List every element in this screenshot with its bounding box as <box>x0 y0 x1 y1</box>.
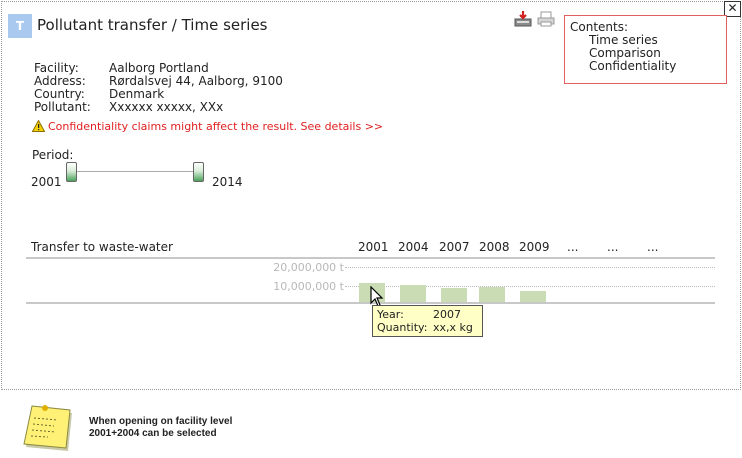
see-details-link[interactable]: Confidentiality claims might affect the … <box>48 120 384 133</box>
period-to-year: 2014 <box>212 175 243 189</box>
close-button[interactable]: ✕ <box>724 1 741 17</box>
print-icon[interactable] <box>537 10 555 28</box>
contents-heading: Contents: <box>570 20 629 34</box>
annotation-line-1: When opening on facility level <box>89 416 233 427</box>
sticky-note-icon <box>23 405 72 451</box>
annotation-note: When opening on facility level 2001+2004… <box>89 416 232 440</box>
download-icon[interactable] <box>514 10 532 28</box>
type-badge: T <box>8 14 32 38</box>
tooltip-quantity-value: xx,x kg <box>433 321 473 334</box>
gridline-20m <box>345 267 715 268</box>
period-start-handle[interactable] <box>66 162 77 182</box>
column-header-more-3: ... <box>647 240 659 254</box>
chart-top-divider <box>26 257 715 259</box>
period-label: Period: <box>32 148 74 162</box>
column-header-2009: 2009 <box>519 240 550 254</box>
facility-info: Facility: Aalborg Portland Address: Rørdal… <box>34 62 283 114</box>
contents-link-time-series[interactable]: Time series <box>589 33 658 47</box>
country-label: Country: <box>34 87 85 101</box>
annotation-line-2: 2001+2004 can be selected <box>89 428 217 439</box>
bar-tooltip: Year: 2007 Quantity: xx,x kg <box>372 305 483 337</box>
facility-value: Aalborg Portland <box>109 61 209 75</box>
contents-link-comparison[interactable]: Comparison <box>589 46 661 60</box>
column-header-2007: 2007 <box>439 240 470 254</box>
confidentiality-warning: Confidentiality claims might affect the … <box>32 120 383 133</box>
gridline-10m <box>345 286 715 287</box>
pollutant-value: Xxxxxx xxxxx, XXx <box>109 100 224 114</box>
address-value: Rørdalsvej 44, Aalborg, 9100 <box>109 74 283 88</box>
period-slider-track[interactable] <box>70 171 200 172</box>
period-end-handle[interactable] <box>193 162 204 182</box>
y-tick-label: 10,000,000 t <box>273 280 344 293</box>
contents-box: Contents: Time series Comparison Confide… <box>564 15 727 84</box>
pollutant-label: Pollutant: <box>34 100 91 114</box>
period-from-year: 2001 <box>31 175 62 189</box>
tooltip-year-label: Year: <box>377 308 404 321</box>
country-value: Denmark <box>109 87 165 101</box>
warning-icon <box>32 120 45 132</box>
address-label: Address: <box>34 74 86 88</box>
column-header-2008: 2008 <box>479 240 510 254</box>
contents-link-confidentiality[interactable]: Confidentiality <box>589 59 677 73</box>
bar-2007[interactable] <box>441 288 467 302</box>
chart-title: Transfer to waste-water <box>31 240 173 254</box>
column-header-2001: 2001 <box>358 240 389 254</box>
page-title: Pollutant transfer / Time series <box>37 16 268 34</box>
facility-label: Facility: <box>34 61 79 75</box>
tooltip-quantity-label: Quantity: <box>377 321 428 334</box>
bar-2008[interactable] <box>479 287 505 302</box>
y-tick-label: 20,000,000 t <box>273 261 344 274</box>
bar-2009[interactable] <box>520 291 546 302</box>
bar-2004[interactable] <box>400 285 426 302</box>
column-header-2004: 2004 <box>398 240 429 254</box>
column-header-more-2: ... <box>607 240 619 254</box>
tooltip-year-value: 2007 <box>433 308 461 321</box>
column-header-more-1: ... <box>567 240 579 254</box>
